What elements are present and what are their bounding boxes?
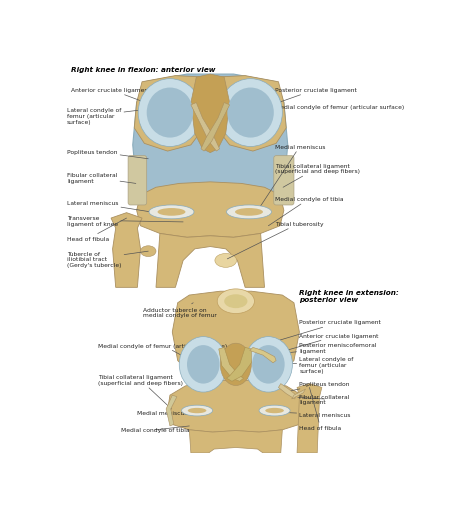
Text: Fibular collateral
ligament: Fibular collateral ligament bbox=[67, 173, 136, 184]
Text: Tibial collateral ligament
(superficial and deep fibers): Tibial collateral ligament (superficial … bbox=[274, 163, 359, 188]
Polygon shape bbox=[134, 76, 209, 152]
FancyBboxPatch shape bbox=[274, 156, 294, 206]
Polygon shape bbox=[201, 103, 229, 152]
Ellipse shape bbox=[228, 89, 274, 138]
Text: Head of fibula: Head of fibula bbox=[299, 388, 342, 430]
Polygon shape bbox=[250, 348, 276, 363]
Polygon shape bbox=[133, 75, 288, 229]
Ellipse shape bbox=[235, 209, 263, 216]
Polygon shape bbox=[227, 348, 251, 382]
Polygon shape bbox=[167, 380, 304, 432]
Text: Tibial collateral ligament
(superficial and deep fibers): Tibial collateral ligament (superficial … bbox=[98, 375, 183, 409]
Text: Right knee in extension:
posterior view: Right knee in extension: posterior view bbox=[299, 289, 399, 302]
Polygon shape bbox=[189, 430, 282, 453]
Text: Tibial tuberosity: Tibial tuberosity bbox=[228, 221, 323, 260]
Text: Lateral meniscus: Lateral meniscus bbox=[276, 412, 351, 417]
FancyBboxPatch shape bbox=[128, 156, 147, 206]
Text: Popliteus tendon: Popliteus tendon bbox=[67, 149, 148, 159]
Text: Anterior cruciate ligament: Anterior cruciate ligament bbox=[71, 88, 201, 124]
Polygon shape bbox=[297, 384, 322, 453]
Polygon shape bbox=[191, 75, 229, 153]
Text: Lateral condyle of
femur (articular
surface): Lateral condyle of femur (articular surf… bbox=[67, 108, 158, 125]
Text: Head of fibula: Head of fibula bbox=[67, 219, 127, 242]
Text: Right knee in flexion: anterior view: Right knee in flexion: anterior view bbox=[71, 67, 215, 73]
Text: Medial meniscus: Medial meniscus bbox=[137, 410, 193, 415]
Text: Tubercle of
iliotibial tract
(Gerdy's tubercle): Tubercle of iliotibial tract (Gerdy's tu… bbox=[67, 251, 148, 268]
Text: Posterior meniscofemoral
ligament: Posterior meniscofemoral ligament bbox=[265, 343, 377, 355]
Ellipse shape bbox=[219, 79, 282, 147]
Text: Lateral meniscus: Lateral meniscus bbox=[67, 201, 165, 215]
Ellipse shape bbox=[147, 89, 193, 138]
Polygon shape bbox=[111, 213, 142, 288]
Text: Posterior cruciate ligament: Posterior cruciate ligament bbox=[219, 88, 357, 124]
Polygon shape bbox=[212, 76, 286, 152]
Ellipse shape bbox=[224, 295, 247, 308]
Text: Lateral condyle of
femur (articular
surface): Lateral condyle of femur (articular surf… bbox=[276, 356, 354, 373]
Ellipse shape bbox=[217, 289, 254, 314]
Polygon shape bbox=[166, 395, 177, 426]
Ellipse shape bbox=[182, 405, 212, 416]
Ellipse shape bbox=[252, 346, 285, 384]
Polygon shape bbox=[292, 389, 306, 399]
Text: Medial condyle of tibia: Medial condyle of tibia bbox=[268, 197, 343, 227]
Ellipse shape bbox=[220, 344, 251, 386]
Polygon shape bbox=[137, 183, 284, 238]
Ellipse shape bbox=[187, 346, 219, 384]
Ellipse shape bbox=[149, 206, 194, 219]
Text: Popliteus tendon: Popliteus tendon bbox=[289, 381, 350, 391]
Text: Medial condyle of femur (articular surface): Medial condyle of femur (articular surfa… bbox=[98, 343, 227, 363]
Ellipse shape bbox=[265, 408, 284, 413]
Ellipse shape bbox=[227, 206, 272, 219]
Text: Anterior cruciate ligament: Anterior cruciate ligament bbox=[244, 333, 379, 363]
Text: Adductor tubercle on
medial condyle of femur: Adductor tubercle on medial condyle of f… bbox=[143, 303, 217, 318]
Polygon shape bbox=[172, 292, 299, 380]
Ellipse shape bbox=[259, 405, 290, 416]
Text: Fibular collateral
ligament: Fibular collateral ligament bbox=[298, 394, 350, 405]
Text: Medial condyle of tibia: Medial condyle of tibia bbox=[121, 426, 190, 433]
Ellipse shape bbox=[188, 408, 206, 413]
Polygon shape bbox=[219, 348, 244, 382]
Text: Medial meniscus: Medial meniscus bbox=[255, 145, 325, 215]
Text: Medial condyle of femur (articular surface): Medial condyle of femur (articular surfa… bbox=[263, 105, 404, 109]
Ellipse shape bbox=[138, 79, 201, 147]
Polygon shape bbox=[191, 103, 219, 152]
Ellipse shape bbox=[158, 209, 185, 216]
Ellipse shape bbox=[140, 246, 156, 257]
Text: Posterior cruciate ligament: Posterior cruciate ligament bbox=[229, 320, 381, 355]
Ellipse shape bbox=[215, 254, 236, 268]
Text: Transverse
ligament of knee: Transverse ligament of knee bbox=[67, 215, 183, 227]
Polygon shape bbox=[279, 384, 296, 399]
Polygon shape bbox=[156, 234, 264, 288]
Ellipse shape bbox=[245, 337, 292, 392]
Ellipse shape bbox=[179, 337, 228, 392]
